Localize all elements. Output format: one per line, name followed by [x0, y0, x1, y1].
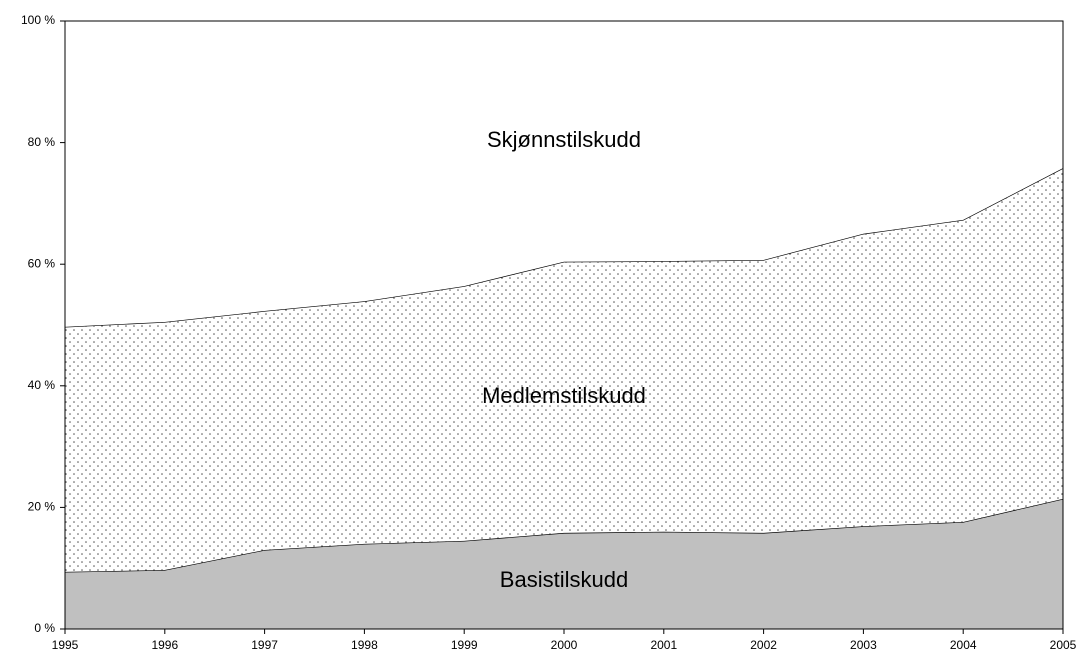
area [65, 21, 1063, 327]
x-tick-label: 2003 [850, 638, 877, 652]
y-tick-label: 20 % [28, 500, 56, 514]
x-tick-label: 2002 [750, 638, 777, 652]
x-tick-label: 2000 [551, 638, 578, 652]
y-tick-label: 100 % [21, 13, 55, 27]
area-label: Skjønnstilskudd [487, 127, 641, 152]
x-tick-label: 2001 [650, 638, 677, 652]
y-tick-label: 0 % [34, 621, 55, 635]
area [65, 498, 1063, 629]
area-label: Basistilskudd [500, 567, 628, 592]
area [65, 168, 1063, 572]
x-tick-label: 1995 [52, 638, 79, 652]
x-tick-label: 1996 [151, 638, 178, 652]
y-tick-label: 40 % [28, 378, 56, 392]
y-tick-label: 80 % [28, 135, 56, 149]
y-tick-label: 60 % [28, 256, 56, 270]
area-label: Medlemstilskudd [482, 383, 646, 408]
x-tick-label: 1998 [351, 638, 378, 652]
x-tick-label: 1999 [451, 638, 478, 652]
x-tick-label: 2004 [950, 638, 977, 652]
x-tick-label: 2005 [1050, 638, 1077, 652]
x-tick-label: 1997 [251, 638, 278, 652]
